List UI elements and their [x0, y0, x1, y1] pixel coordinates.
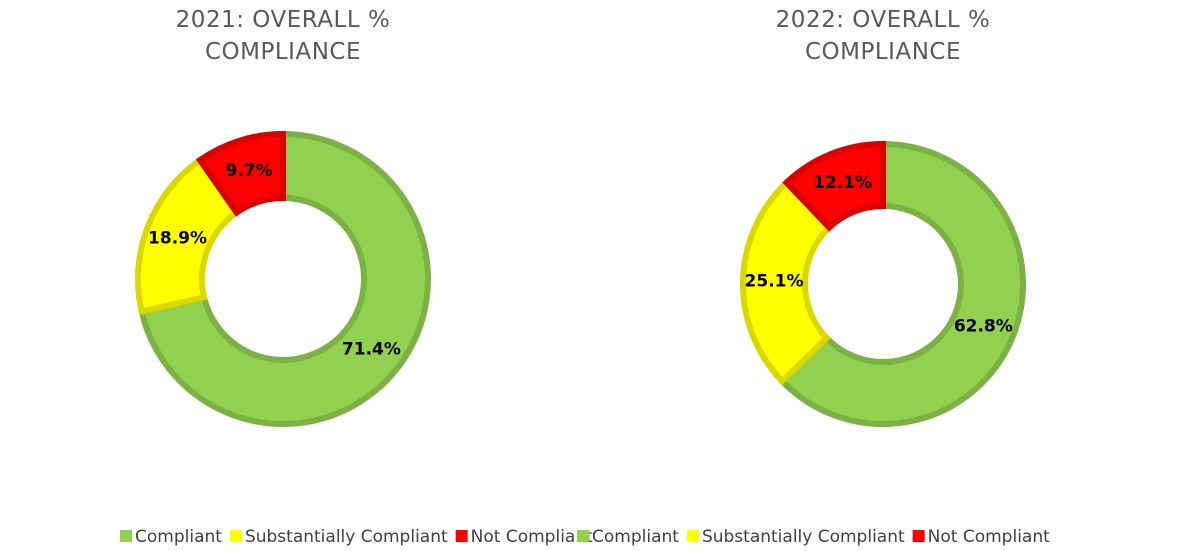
- legend-label: Compliant: [135, 527, 222, 547]
- donut-slice: [740, 178, 834, 386]
- legend-swatch: [577, 530, 589, 542]
- data-label: 12.1%: [813, 173, 872, 193]
- legend-swatch: [120, 530, 132, 542]
- donut-slice: [195, 130, 286, 217]
- legend-swatch: [229, 530, 242, 542]
- legend-label: Not Compliant: [928, 527, 1050, 547]
- legend-label: Substantially Compliant: [702, 527, 905, 547]
- legend-label: Substantially Compliant: [245, 527, 448, 547]
- donut-slice: [782, 140, 886, 232]
- data-label: 18.9%: [148, 228, 207, 248]
- data-label: 9.7%: [226, 161, 273, 181]
- data-label: 25.1%: [745, 272, 804, 292]
- legend-label: Not Compliant: [471, 527, 593, 547]
- data-label: 71.4%: [342, 339, 401, 359]
- chart-title: 2021: OVERALL % COMPLIANCE: [175, 7, 391, 65]
- legend-swatch: [912, 530, 925, 542]
- legend-swatch: [686, 530, 699, 542]
- donut-slice: [135, 155, 241, 316]
- donut-slice: [138, 130, 431, 427]
- donut-slice: [777, 140, 1026, 427]
- legend-swatch: [455, 530, 468, 542]
- legend-label: Compliant: [592, 527, 679, 547]
- data-label: 62.8%: [954, 317, 1013, 337]
- chart-title: 2022: OVERALL % COMPLIANCE: [775, 7, 991, 65]
